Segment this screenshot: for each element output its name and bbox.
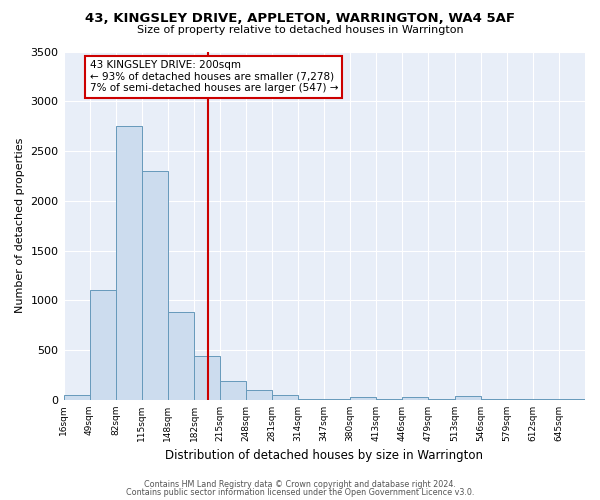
Text: 43, KINGSLEY DRIVE, APPLETON, WARRINGTON, WA4 5AF: 43, KINGSLEY DRIVE, APPLETON, WARRINGTON…: [85, 12, 515, 26]
Bar: [246, 390, 272, 400]
Bar: [272, 395, 298, 400]
Bar: [455, 396, 481, 400]
Bar: [220, 381, 246, 400]
Text: Contains HM Land Registry data © Crown copyright and database right 2024.: Contains HM Land Registry data © Crown c…: [144, 480, 456, 489]
Bar: [194, 356, 220, 400]
X-axis label: Distribution of detached houses by size in Warrington: Distribution of detached houses by size …: [165, 450, 483, 462]
Text: 43 KINGSLEY DRIVE: 200sqm
← 93% of detached houses are smaller (7,278)
7% of sem: 43 KINGSLEY DRIVE: 200sqm ← 93% of detac…: [89, 60, 338, 94]
Bar: [167, 312, 194, 400]
Bar: [402, 398, 428, 400]
Bar: [116, 126, 142, 400]
Text: Contains public sector information licensed under the Open Government Licence v3: Contains public sector information licen…: [126, 488, 474, 497]
Bar: [142, 171, 167, 400]
Bar: [350, 397, 376, 400]
Bar: [64, 395, 89, 400]
Bar: [89, 290, 116, 400]
Text: Size of property relative to detached houses in Warrington: Size of property relative to detached ho…: [137, 25, 463, 35]
Y-axis label: Number of detached properties: Number of detached properties: [15, 138, 25, 314]
